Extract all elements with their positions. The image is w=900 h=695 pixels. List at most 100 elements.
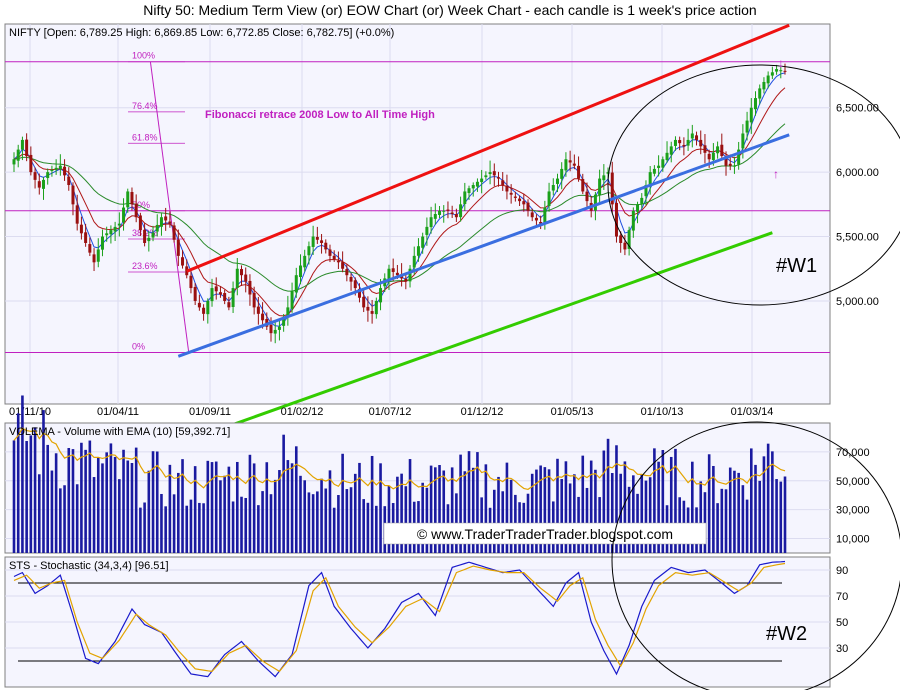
volume-bar <box>324 488 328 553</box>
candle-body <box>130 192 134 205</box>
stoch-y-tick: 70 <box>836 591 848 603</box>
candle-body <box>37 181 41 188</box>
volume-bar <box>758 480 762 553</box>
volume-bar <box>568 483 572 553</box>
candle-body <box>210 288 214 302</box>
main-x-tick: 01/10/13 <box>641 406 684 418</box>
candle-body <box>412 255 416 268</box>
volume-bar <box>92 477 96 553</box>
candle-body <box>79 224 83 234</box>
volume-bar <box>733 470 736 553</box>
candle-body <box>294 275 298 293</box>
main-x-axis: 01/11/10 01/04/11 01/09/11 01/02/12 01/07/12… <box>9 406 773 418</box>
candle-body <box>749 107 753 123</box>
volume-bar <box>387 485 391 553</box>
candle-body <box>497 177 501 179</box>
volume-bar <box>181 459 184 553</box>
volume-bar <box>337 495 340 553</box>
volume-bar <box>421 482 424 553</box>
candle-body <box>699 139 703 147</box>
watermark: © www.TraderTraderTrader.blogspot.com <box>417 526 673 542</box>
volume-bar <box>164 506 167 553</box>
volume-bar <box>122 449 125 553</box>
volume-bar <box>594 469 597 553</box>
candle-body <box>332 255 336 260</box>
volume-bar <box>155 451 159 553</box>
volume-bar <box>699 481 703 553</box>
candle-body <box>168 221 172 224</box>
candle-body <box>577 165 581 179</box>
fib-diagonal <box>149 61 190 353</box>
main-y-axis: 6,500.00 6,000.00 5,500.00 5,000.00 <box>836 103 879 308</box>
candle-body <box>248 280 252 295</box>
candle-body <box>783 70 787 72</box>
volume-bar <box>585 487 589 553</box>
volume-bar <box>375 505 378 553</box>
candle-body <box>303 255 307 268</box>
candle-body <box>459 204 463 218</box>
candle-body <box>387 268 391 280</box>
candle-body <box>218 292 222 295</box>
w2-label: #W2 <box>766 623 807 645</box>
candle-body <box>336 260 340 263</box>
volume-bar <box>257 505 260 553</box>
volume-bar <box>450 467 454 553</box>
volume-bar <box>46 444 50 553</box>
volume-bar <box>193 466 197 553</box>
candle-body <box>235 268 239 288</box>
fib-annotation: Fibonacci retrace 2008 Low to All Time H… <box>205 109 435 121</box>
volume-bar <box>113 456 117 553</box>
volume-bar <box>227 466 231 553</box>
volume-bar <box>80 442 83 553</box>
candle-body <box>75 205 79 224</box>
volume-bar <box>143 502 146 553</box>
volume-bar <box>303 480 307 553</box>
candle-body <box>754 98 758 110</box>
volume-bar <box>160 493 163 553</box>
candle-body <box>598 178 602 195</box>
main-y-tick: 6,500.00 <box>836 103 879 115</box>
candle-body <box>143 229 147 243</box>
volume-bar <box>33 427 37 553</box>
candle-body <box>522 201 526 205</box>
volume-bar <box>139 507 142 553</box>
volume-bar <box>353 473 357 553</box>
candle-body <box>29 154 33 173</box>
candle-body <box>41 179 45 189</box>
volume-bar <box>362 499 365 553</box>
volume-bar <box>37 474 41 553</box>
volume-bar <box>84 449 87 553</box>
volume-ema-line <box>13 427 786 491</box>
candle-body <box>282 317 286 326</box>
volume-bar <box>75 484 79 553</box>
volume-bar <box>294 446 298 553</box>
candle-body <box>471 185 475 189</box>
volume-bar <box>737 472 740 553</box>
main-x-tick: 01/02/12 <box>281 406 324 418</box>
candle-body <box>176 239 180 256</box>
volume-bar <box>299 475 302 553</box>
volume-bar <box>691 461 694 553</box>
candle-body <box>623 242 627 250</box>
volume-bar <box>492 489 496 553</box>
volume-bar <box>59 488 62 553</box>
volume-bar <box>539 465 542 553</box>
volume-bar <box>286 460 290 553</box>
candle-body <box>509 192 513 195</box>
volume-bar <box>105 452 108 553</box>
candle-body <box>526 202 530 211</box>
volume-bar <box>366 502 370 553</box>
candle-body <box>16 149 20 161</box>
volume-bar <box>12 440 16 553</box>
candle-body <box>113 226 117 232</box>
volume-bar <box>118 479 121 553</box>
volume-bar <box>766 443 770 553</box>
candle-body <box>63 166 67 176</box>
volume-bar <box>771 451 774 553</box>
volume-bar <box>434 467 437 553</box>
candle-body <box>433 214 437 219</box>
candle-body <box>311 236 315 247</box>
candle-body <box>366 306 370 311</box>
candle-body <box>484 175 488 178</box>
candle-body <box>475 181 479 187</box>
